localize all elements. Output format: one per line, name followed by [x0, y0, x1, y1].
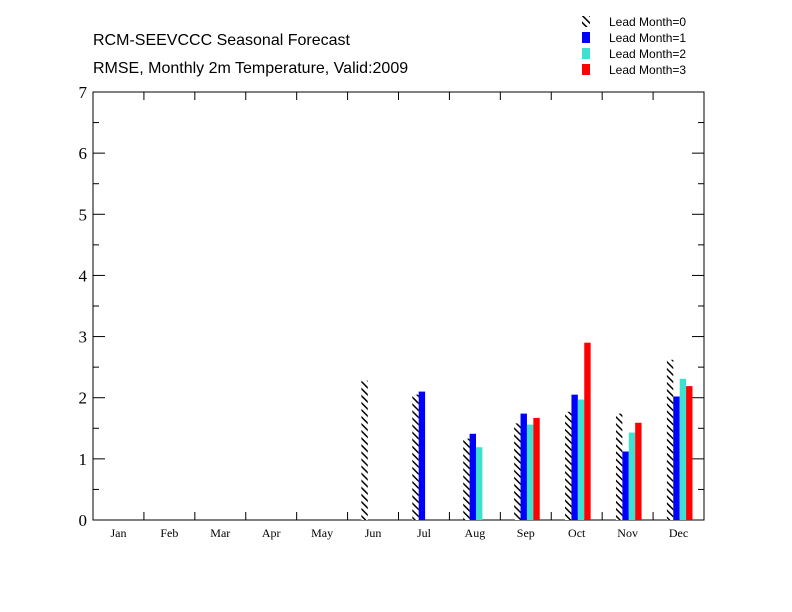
x-tick-label: Jun: [365, 526, 382, 540]
x-tick-label: Mar: [210, 526, 230, 540]
y-tick-label: 7: [79, 83, 88, 102]
plot-frame: [92, 91, 705, 521]
legend-swatch: [582, 16, 590, 27]
bar-lead-month-1-oct: [571, 394, 578, 520]
x-tick-labels: Jan Feb Mar Apr May Jun Jul Aug Sep Oct Nov Dec: [110, 526, 688, 540]
bar-lead-month-2-nov: [628, 432, 636, 520]
x-tick-label: Oct: [568, 526, 586, 540]
legend-swatch: [582, 48, 590, 59]
bar-lead-month-1-aug: [469, 433, 477, 520]
legend-label: Lead Month=2: [609, 47, 686, 61]
chart-subtitle: RMSE, Monthly 2m Temperature, Valid:2009: [93, 60, 408, 77]
y-tick-label: 2: [79, 389, 88, 408]
x-tick-label: Feb: [160, 526, 178, 540]
bar-lead-month-3-dec: [686, 386, 693, 520]
legend-swatch: [582, 64, 590, 75]
legend-label: Lead Month=0: [609, 15, 686, 29]
x-tick-label: Jan: [110, 526, 126, 540]
bar-lead-month-2-aug: [476, 447, 483, 520]
x-tick-label: Aug: [465, 526, 486, 540]
y-tick-labels: 0 1 2 3 4 5 6 7: [79, 83, 88, 530]
x-tick-label: Dec: [669, 526, 688, 540]
legend-swatch: [582, 32, 590, 43]
bar-lead-month-1-jul: [418, 391, 426, 520]
y-tick-label: 4: [79, 266, 88, 285]
bars-group: [361, 342, 693, 520]
bar-lead-month-3-nov: [635, 422, 642, 520]
bar-lead-month-0-aug: [463, 438, 470, 520]
y-tick-label: 5: [79, 205, 88, 224]
bar-lead-month-0-oct: [565, 411, 572, 520]
x-tick-label: Apr: [262, 526, 281, 540]
bar-lead-month-2-sep: [526, 424, 534, 520]
x-tick-label: Sep: [517, 526, 535, 540]
bar-lead-month-2-oct: [577, 399, 585, 520]
y-tick-label: 6: [79, 144, 88, 163]
x-tick-label: May: [311, 526, 333, 540]
legend-label: Lead Month=1: [609, 31, 686, 45]
bar-lead-month-2-dec: [679, 378, 687, 520]
legend: Lead Month=0 Lead Month=1 Lead Month=2 Lead…: [582, 15, 686, 77]
bar-lead-month-3-oct: [584, 342, 591, 520]
x-tick-label: Nov: [617, 526, 638, 540]
bar-lead-month-0-dec: [666, 359, 674, 520]
x-tick-label: Jul: [417, 526, 432, 540]
bar-lead-month-1-nov: [622, 451, 629, 520]
bar-lead-month-0-sep: [514, 423, 521, 520]
bar-lead-month-0-jun: [361, 380, 368, 520]
bar-lead-month-0-nov: [615, 413, 623, 520]
bar-lead-month-0-jul: [412, 394, 419, 520]
y-tick-label: 0: [79, 511, 88, 530]
bar-lead-month-1-dec: [673, 396, 680, 520]
legend-label: Lead Month=3: [609, 63, 686, 77]
axis-ticks: [92, 91, 705, 521]
chart-title: RCM-SEEVCCC Seasonal Forecast: [93, 32, 351, 49]
y-tick-label: 3: [79, 328, 88, 347]
bar-lead-month-3-sep: [533, 417, 540, 520]
y-tick-label: 1: [79, 450, 88, 469]
bar-lead-month-1-sep: [520, 413, 527, 520]
